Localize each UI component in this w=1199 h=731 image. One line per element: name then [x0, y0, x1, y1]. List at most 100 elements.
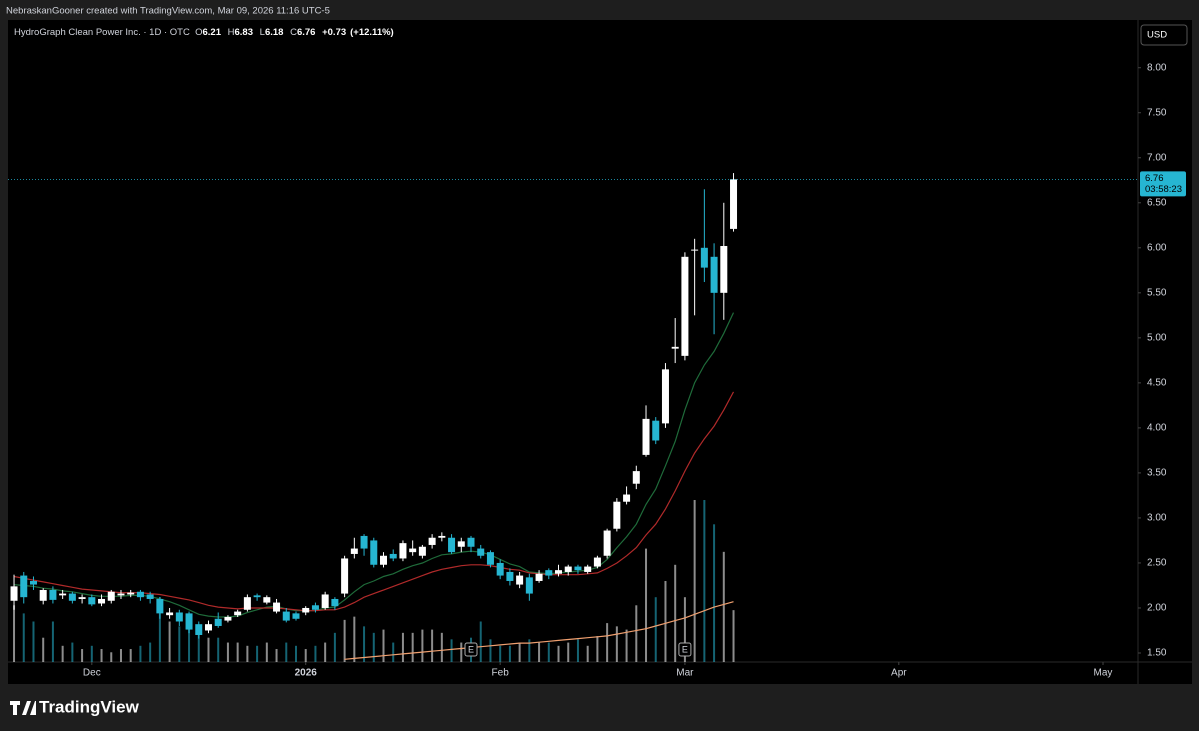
change: +0.73 [322, 27, 347, 38]
volume-bar [713, 524, 716, 662]
volume-bar [664, 581, 667, 662]
volume-bar [431, 629, 434, 662]
volume-bar [226, 642, 229, 662]
candle-body [146, 594, 154, 599]
last-price-box [1140, 171, 1186, 197]
candle-body [457, 541, 465, 547]
ohlc-prefix: C [290, 27, 297, 38]
candle-body [613, 501, 621, 529]
brand: TradingView [39, 697, 140, 716]
candle-body [623, 494, 631, 502]
volume-bar [246, 645, 249, 662]
volume-bar [285, 642, 288, 662]
candle-body [331, 598, 339, 607]
volume-bar [508, 645, 511, 662]
candle-body [127, 592, 135, 595]
candle-body [78, 597, 86, 599]
volume-bar [22, 613, 25, 662]
candle-body [224, 616, 232, 621]
candle-body [49, 589, 57, 600]
volume-bar [236, 642, 239, 662]
candle-body [603, 530, 611, 556]
volume-bar [586, 645, 589, 662]
volume-bar [61, 645, 64, 662]
candle-body [29, 580, 37, 585]
volume-bar [645, 548, 648, 662]
watermark: NebraskanGooner created with TradingView… [6, 6, 330, 17]
candle-body [632, 471, 640, 484]
currency[interactable]: USD [1147, 30, 1167, 41]
candle-body [282, 611, 290, 621]
candle-body [691, 249, 699, 251]
candle-body [506, 571, 514, 581]
candle-body [593, 557, 601, 567]
candle-body [535, 573, 543, 581]
legend-header: HydroGraph Clean Power Inc. · 1D · OTC O… [14, 27, 398, 38]
candle-body [642, 418, 650, 455]
symbol-title: HydroGraph Clean Power Inc. · 1D · OTC [14, 27, 190, 38]
y-tick-label: 4.00 [1147, 423, 1167, 434]
change-pct: (+12.11%) [350, 27, 394, 38]
candle-body [710, 256, 718, 293]
last-price-label: 6.76 [1145, 173, 1164, 184]
volume-bar [557, 645, 560, 662]
candle-body [438, 535, 446, 538]
volume-bar [732, 610, 735, 662]
high-value: 6.83 [234, 27, 254, 38]
x-tick-label: Apr [891, 668, 907, 679]
y-tick-label: 7.00 [1147, 152, 1167, 163]
candle-body [448, 537, 456, 553]
volume-bar [139, 645, 142, 662]
volume-bar [547, 642, 550, 662]
candle-body [671, 346, 679, 349]
candle-body [564, 566, 572, 572]
volume-bar [683, 597, 686, 662]
candle-body [555, 570, 563, 574]
volume-bar [294, 645, 297, 662]
earnings-label: E [468, 644, 474, 654]
volume-bar [207, 637, 210, 662]
volume-bar [479, 621, 482, 662]
volume-bar [538, 642, 541, 662]
volume-bar [401, 632, 404, 662]
currency-box[interactable] [1140, 24, 1188, 46]
candle-body [214, 618, 222, 626]
moving-average [344, 601, 734, 660]
candle-body [428, 537, 436, 545]
ohlc-prefix: O [195, 27, 203, 38]
volume-bar [119, 649, 122, 662]
volume-bar [567, 642, 570, 662]
candle-body [477, 548, 485, 556]
y-tick-label: 5.00 [1147, 332, 1167, 343]
logo: TradingView [10, 697, 140, 716]
earnings-marker [464, 642, 478, 657]
volume-bar [654, 597, 657, 662]
candle-body [253, 595, 261, 598]
volume-bar [440, 632, 443, 662]
candle-body [107, 591, 115, 601]
candle-body [175, 612, 183, 622]
low-value: 6.18 [264, 27, 284, 38]
candle-body [59, 593, 67, 596]
volume-bar [606, 623, 609, 662]
x-tick-label: 2026 [295, 668, 318, 679]
candle-body [661, 369, 669, 424]
volume-bar [158, 597, 161, 662]
volume-bar [197, 629, 200, 662]
candle-body [360, 535, 368, 549]
candle-body [321, 594, 329, 608]
volume-bar [256, 645, 259, 662]
volume-bar [576, 639, 579, 662]
candle-body [10, 586, 18, 601]
open-value: 6.21 [202, 27, 221, 38]
candle-body [574, 566, 582, 571]
candle-body [409, 548, 417, 553]
ohlc-prefix: H [227, 27, 235, 38]
y-tick-label: 7.50 [1147, 107, 1167, 118]
candle-body [379, 555, 388, 565]
candle-body [350, 548, 358, 554]
candle-body [584, 566, 592, 572]
y-tick-label: 3.50 [1147, 468, 1167, 479]
candle-body [730, 179, 738, 229]
